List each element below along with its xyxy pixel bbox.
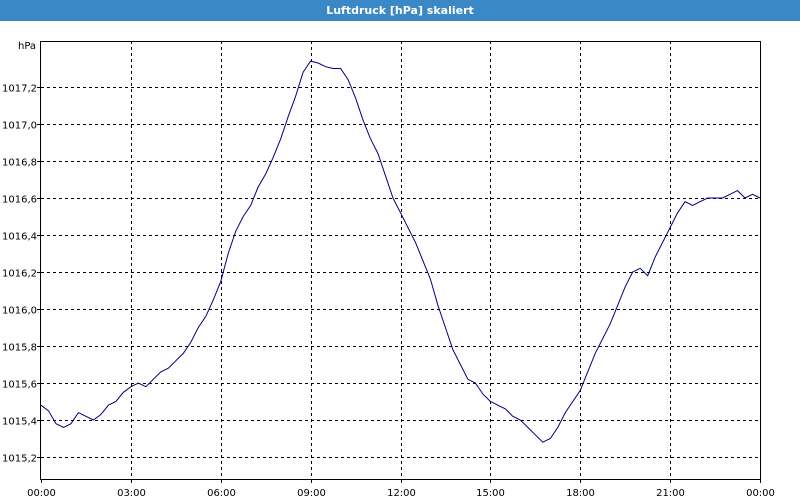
y-tick-label: 1016,0 bbox=[2, 306, 37, 317]
chart-title: Luftdruck [hPa] skaliert bbox=[0, 0, 800, 21]
y-tick-label: 1016,6 bbox=[2, 195, 37, 206]
y-tick-label: 1017,2 bbox=[2, 84, 37, 95]
x-tick-time-label: 18:00 bbox=[566, 488, 595, 499]
plot-frame bbox=[40, 41, 761, 480]
x-axis-ticks: 00:0026.08.1303:0026.08.1306:0026.08.130… bbox=[27, 479, 775, 499]
y-tick-label: 1016,8 bbox=[2, 158, 37, 169]
x-tick-time-label: 03:00 bbox=[117, 488, 146, 499]
x-tick-time-label: 06:00 bbox=[207, 488, 236, 499]
line-chart: hPa 1015,2 1015,4 1015,6 1015,8 1016,0 1016,2… bbox=[2, 41, 775, 499]
y-tick-label: 1017,0 bbox=[2, 121, 37, 132]
y-tick-label: 1016,4 bbox=[2, 232, 37, 243]
x-tick-time-label: 21:00 bbox=[656, 488, 685, 499]
y-tick-label: 1015,4 bbox=[2, 417, 37, 428]
x-tick-time-label: 15:00 bbox=[476, 488, 505, 499]
y-axis-unit-label: hPa bbox=[18, 41, 36, 52]
y-tick-label: 1015,8 bbox=[2, 343, 37, 354]
series-line bbox=[40, 60, 761, 443]
y-tick-label: 1015,6 bbox=[2, 380, 37, 391]
y-tick-label: 1016,2 bbox=[2, 269, 37, 280]
x-tick-time-label: 09:00 bbox=[297, 488, 326, 499]
x-tick-time-label: 00:00 bbox=[746, 488, 775, 499]
x-tick-time-label: 00:00 bbox=[27, 488, 56, 499]
x-tick-time-label: 12:00 bbox=[387, 488, 416, 499]
grid bbox=[41, 41, 760, 479]
y-axis-ticks: 1015,2 1015,4 1015,6 1015,8 1016,0 1016,2 1016… bbox=[2, 84, 41, 465]
y-tick-label: 1015,2 bbox=[2, 454, 37, 465]
